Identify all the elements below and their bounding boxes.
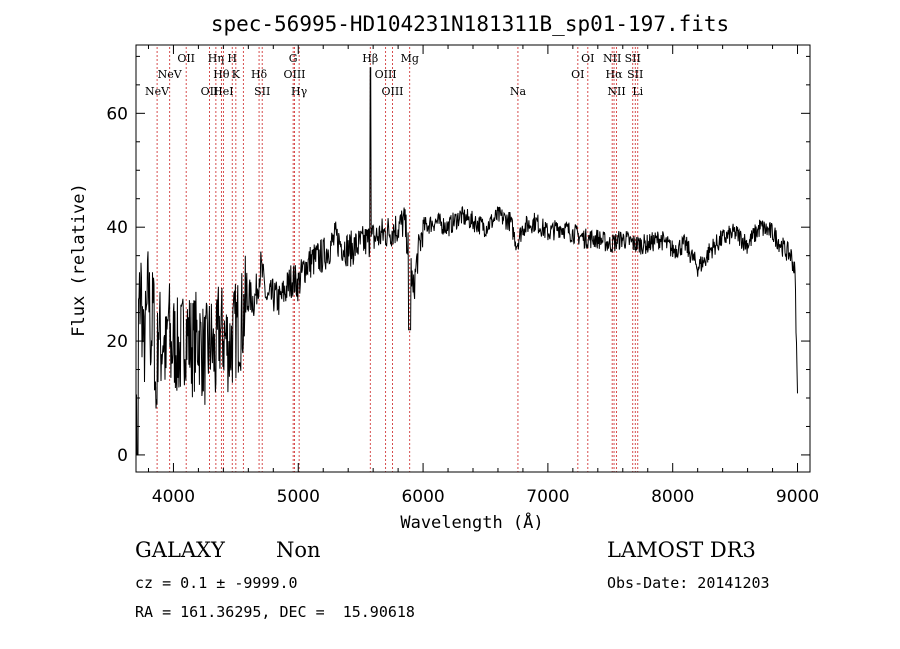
- emission-line-label: OIII: [381, 85, 403, 98]
- emission-line-label: H: [227, 52, 237, 65]
- y-axis-ticks: 0 20 40 60: [106, 55, 810, 466]
- observation-date: Obs-Date: 20141203: [607, 574, 770, 592]
- x-tick-label: 4000: [152, 487, 195, 507]
- x-axis-label: Wavelength (Å): [400, 511, 543, 533]
- emission-line-label: OIII: [283, 68, 305, 81]
- x-tick-label: 5000: [277, 487, 320, 507]
- emission-line-label: SII: [627, 68, 643, 81]
- emission-line-label: Hα: [606, 68, 624, 81]
- x-tick-label: 7000: [526, 487, 569, 507]
- y-tick-label: 20: [106, 332, 128, 352]
- spectrum-line: [135, 67, 798, 456]
- emission-line-label: SII: [625, 52, 641, 65]
- y-tick-label: 40: [106, 218, 128, 238]
- emission-line-label: Na: [510, 85, 527, 98]
- y-axis-label: Flux (relative): [69, 183, 89, 337]
- emission-line-label: Hδ: [251, 68, 268, 81]
- x-tick-label: 6000: [401, 487, 444, 507]
- emission-line-label: NeV: [145, 85, 170, 98]
- object-class: GALAXY: [135, 538, 225, 562]
- emission-line-label: Li: [632, 85, 643, 98]
- emission-line-label: Hγ: [291, 85, 308, 98]
- emission-line-label: OI: [581, 52, 594, 65]
- emission-line-label: Hθ: [213, 68, 230, 81]
- emission-line-label: NII: [603, 52, 621, 65]
- emission-line-labels: NeV NeV OII OII Hη Hθ HeI HK Hδ SII G OIII Hγ Hβ OIII O…: [145, 52, 644, 98]
- emission-line-label: OI: [571, 68, 584, 81]
- x-tick-label: 9000: [776, 487, 819, 507]
- chart-title: spec-56995-HD104231N181311B_sp01-197.fit…: [211, 12, 729, 36]
- emission-line-label: Hβ: [362, 52, 378, 65]
- object-subclass: Non: [276, 538, 321, 562]
- emission-line-label: Hη: [208, 52, 224, 65]
- coordinates-readout: RA = 161.36295, DEC = 15.90618: [135, 603, 415, 621]
- emission-line-label: OIII: [375, 68, 397, 81]
- emission-line-markers: [156, 47, 639, 472]
- emission-line-label: HeI: [213, 85, 233, 98]
- emission-line-label: K: [232, 68, 241, 81]
- y-tick-label: 0: [117, 446, 128, 466]
- x-tick-label: 8000: [651, 487, 694, 507]
- emission-line-label: SII: [254, 85, 270, 98]
- y-tick-label: 60: [106, 104, 128, 124]
- emission-line-label: G: [289, 52, 298, 65]
- emission-line-label: Mg: [401, 52, 419, 65]
- redshift-readout: cz = 0.1 ± -9999.0: [135, 574, 298, 592]
- emission-line-label: OII: [201, 85, 219, 98]
- emission-line-label: NII: [607, 85, 625, 98]
- survey-label: LAMOST DR3: [607, 538, 756, 562]
- emission-line-label: OII: [177, 52, 195, 65]
- x-axis-ticks: 4000 5000 6000 7000 8000 9000: [147, 45, 819, 507]
- emission-line-label: NeV: [158, 68, 183, 81]
